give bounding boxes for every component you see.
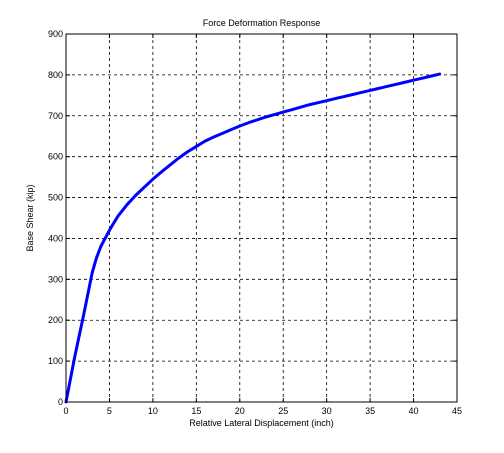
y-tick-label: 900 <box>48 29 63 39</box>
x-tick-label: 0 <box>63 406 68 416</box>
y-tick-label: 100 <box>48 356 63 366</box>
plot-frame <box>65 33 458 403</box>
x-tick-label: 45 <box>452 406 462 416</box>
y-tick-label: 500 <box>48 193 63 203</box>
x-tick-label: 20 <box>235 406 245 416</box>
series-line <box>64 72 442 404</box>
ticks: 0 5 10 15 20 25 30 35 40 45 0 100 200 300 400 500 600 700… <box>48 29 462 416</box>
y-tick-label: 800 <box>48 70 63 80</box>
x-tick-label: 30 <box>322 406 332 416</box>
x-tick-label: 5 <box>107 406 112 416</box>
y-tick-label: 400 <box>48 233 63 243</box>
x-tick-label: 40 <box>409 406 419 416</box>
y-tick-label: 700 <box>48 111 63 121</box>
x-tick-label: 10 <box>148 406 158 416</box>
y-tick-label: 0 <box>58 397 63 407</box>
grid <box>66 34 457 402</box>
x-tick-label: 25 <box>278 406 288 416</box>
chart-title: Force Deformation Response <box>203 18 321 28</box>
series-layer <box>64 72 442 404</box>
y-tick-label: 300 <box>48 274 63 284</box>
x-tick-label: 15 <box>191 406 201 416</box>
y-tick-label: 200 <box>48 315 63 325</box>
y-tick-label: 600 <box>48 152 63 162</box>
x-tick-label: 35 <box>365 406 375 416</box>
x-axis-label: Relative Lateral Displacement (inch) <box>189 418 334 428</box>
y-axis-label: Base Shear (kip) <box>25 184 35 251</box>
